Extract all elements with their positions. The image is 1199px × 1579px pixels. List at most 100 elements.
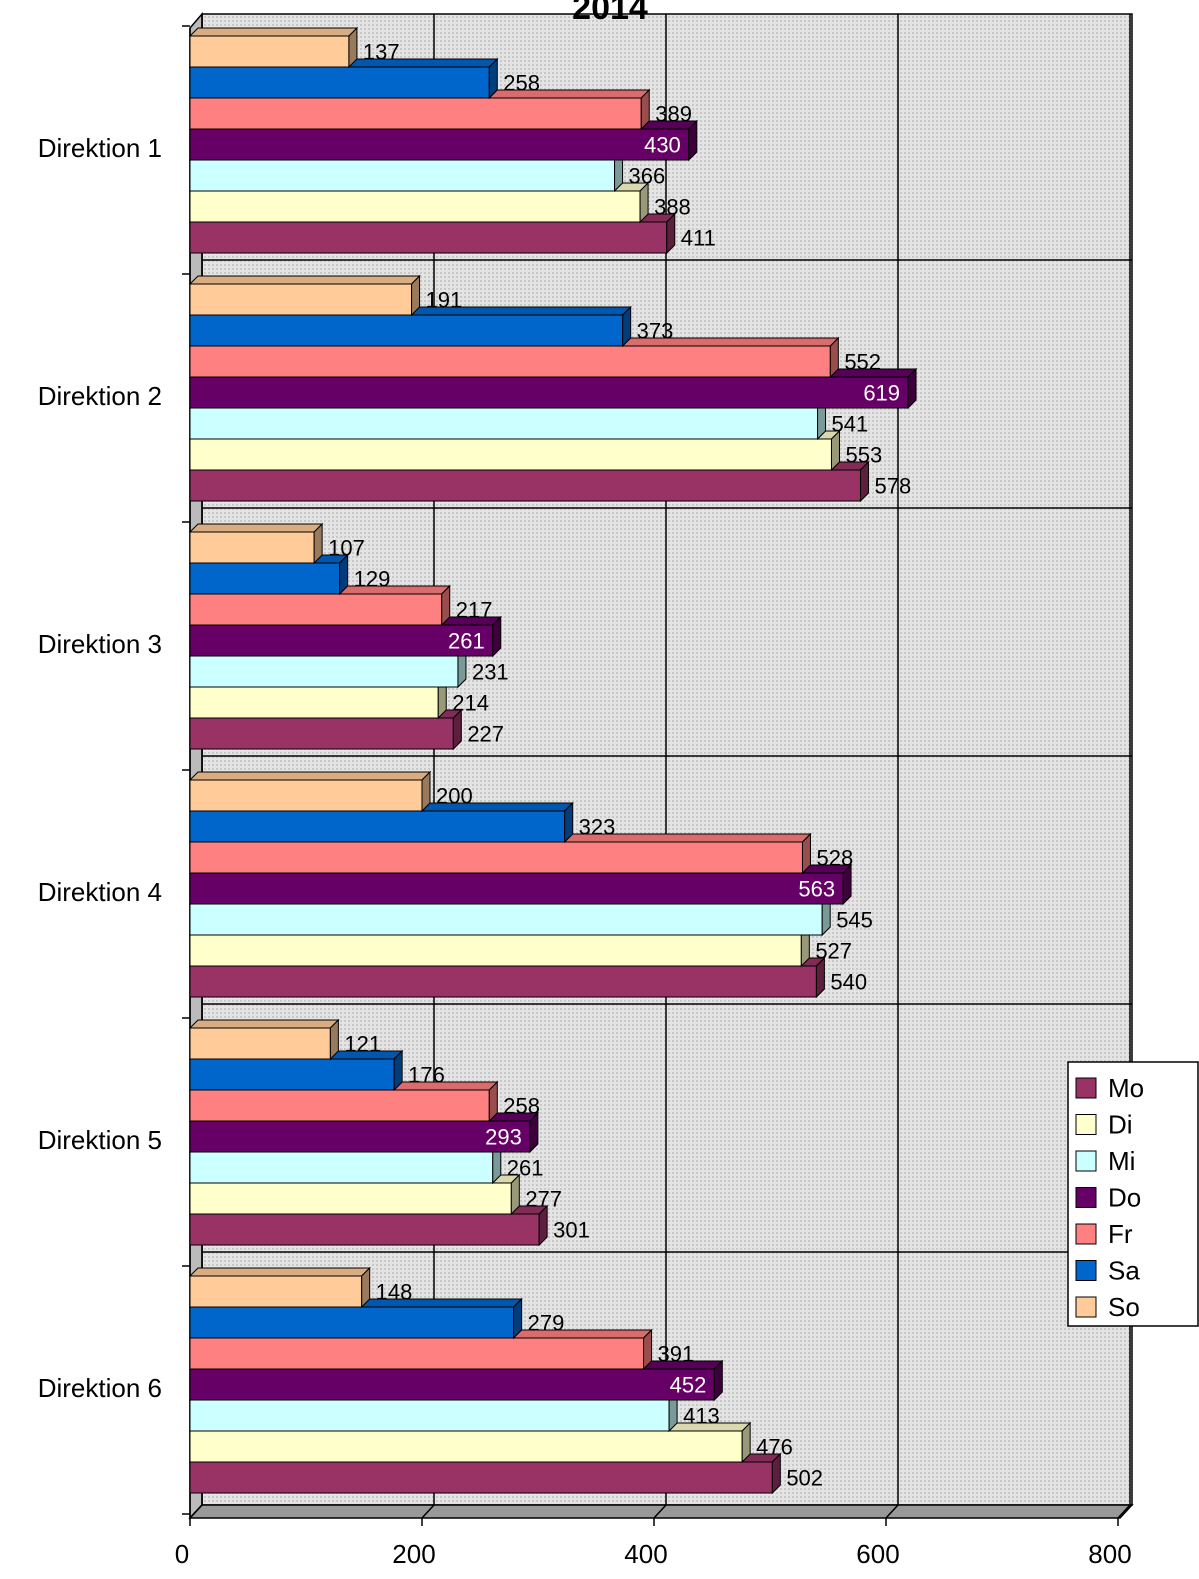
bar xyxy=(189,903,823,936)
data-label: 227 xyxy=(467,721,504,746)
bar xyxy=(189,717,454,750)
bar-top xyxy=(188,523,324,533)
bar xyxy=(189,190,641,223)
bar xyxy=(189,841,803,874)
bar-top xyxy=(188,275,421,285)
data-label: 540 xyxy=(830,969,867,994)
y-tick-label: Direktion 6 xyxy=(38,1373,162,1403)
data-label: 553 xyxy=(845,442,882,467)
bar-side xyxy=(441,584,451,627)
data-label: 261 xyxy=(507,1155,544,1180)
data-label: 527 xyxy=(815,938,852,963)
chart-title: 2014 xyxy=(572,0,648,27)
bar-side xyxy=(639,181,649,224)
bar-side xyxy=(564,801,574,844)
grid-line xyxy=(421,1504,435,1519)
legend-label: Mi xyxy=(1108,1146,1135,1176)
data-label: 214 xyxy=(452,690,489,715)
bar-side xyxy=(339,553,349,596)
bar-side xyxy=(771,1452,781,1495)
bar-top xyxy=(188,1267,371,1277)
bar-side xyxy=(801,832,811,875)
bar xyxy=(189,1399,670,1432)
data-label: 107 xyxy=(328,535,365,560)
bar xyxy=(189,1461,773,1494)
data-label: 563 xyxy=(798,876,835,901)
bar xyxy=(189,1089,490,1122)
legend-label: So xyxy=(1108,1292,1140,1322)
legend-label: Mo xyxy=(1108,1073,1144,1103)
data-label: 258 xyxy=(503,1093,540,1118)
bar-side xyxy=(313,522,323,565)
data-label: 277 xyxy=(525,1186,562,1211)
bar-side xyxy=(361,1266,371,1309)
bar xyxy=(189,686,439,719)
bar-side xyxy=(488,1080,498,1123)
legend-label: Do xyxy=(1108,1182,1141,1212)
legend-swatch xyxy=(1075,1077,1097,1099)
grid-line xyxy=(189,1504,203,1519)
legend: Mo Di Mi Do Fr Sa So xyxy=(1067,1061,1199,1327)
data-label: 129 xyxy=(354,566,391,591)
data-label: 452 xyxy=(670,1372,707,1397)
data-label: 176 xyxy=(408,1062,445,1087)
bar xyxy=(189,779,423,812)
bar xyxy=(189,1120,531,1153)
data-label: 578 xyxy=(874,473,911,498)
data-label: 301 xyxy=(553,1217,590,1242)
bar-side xyxy=(688,119,698,162)
data-label: 148 xyxy=(376,1279,413,1304)
bar-side xyxy=(666,212,676,255)
x-tick-label: 600 xyxy=(856,1539,899,1569)
bar xyxy=(189,1213,540,1246)
bar xyxy=(189,1027,331,1060)
x-tick-label: 0 xyxy=(175,1539,189,1569)
legend-label: Sa xyxy=(1108,1255,1140,1285)
bar xyxy=(189,1058,395,1091)
data-label: 411 xyxy=(681,225,716,250)
bar xyxy=(189,1306,515,1339)
bar-side xyxy=(329,1018,339,1061)
data-label: 293 xyxy=(485,1124,522,1149)
bar xyxy=(189,531,315,564)
bar xyxy=(189,1430,743,1463)
data-label: 373 xyxy=(637,318,674,343)
bar-side xyxy=(411,274,421,317)
bar xyxy=(189,593,443,626)
bar-side xyxy=(513,1297,523,1340)
y-tick-label: Direktion 2 xyxy=(38,381,162,411)
bar xyxy=(189,655,459,688)
data-label: 279 xyxy=(528,1310,565,1335)
bar xyxy=(189,1182,512,1215)
y-tick-label: Direktion 4 xyxy=(38,877,162,907)
data-label: 121 xyxy=(344,1031,381,1056)
data-label: 137 xyxy=(363,39,400,64)
data-label: 217 xyxy=(456,597,493,622)
x-tick-label: 200 xyxy=(392,1539,435,1569)
legend-swatch xyxy=(1075,1223,1097,1245)
legend-swatch xyxy=(1075,1150,1097,1172)
data-label: 528 xyxy=(816,845,853,870)
grid-line xyxy=(885,1504,899,1519)
bar-side xyxy=(815,956,825,999)
bar xyxy=(189,1337,645,1370)
bar xyxy=(189,283,413,316)
bar-side xyxy=(907,367,917,410)
bar-side xyxy=(393,1049,403,1092)
data-label: 191 xyxy=(426,287,463,312)
legend-swatch xyxy=(1075,1260,1097,1281)
bar xyxy=(189,35,350,68)
bar-side xyxy=(421,770,431,813)
bar-side xyxy=(713,1359,723,1402)
bar xyxy=(189,345,831,378)
bar xyxy=(189,810,566,843)
bar xyxy=(189,469,861,502)
bar-side xyxy=(452,708,462,751)
bar-top xyxy=(188,1019,340,1029)
bar xyxy=(189,934,802,967)
data-label: 388 xyxy=(654,194,691,219)
data-label: 502 xyxy=(786,1465,823,1490)
data-label: 261 xyxy=(448,628,485,653)
bar xyxy=(189,221,668,254)
